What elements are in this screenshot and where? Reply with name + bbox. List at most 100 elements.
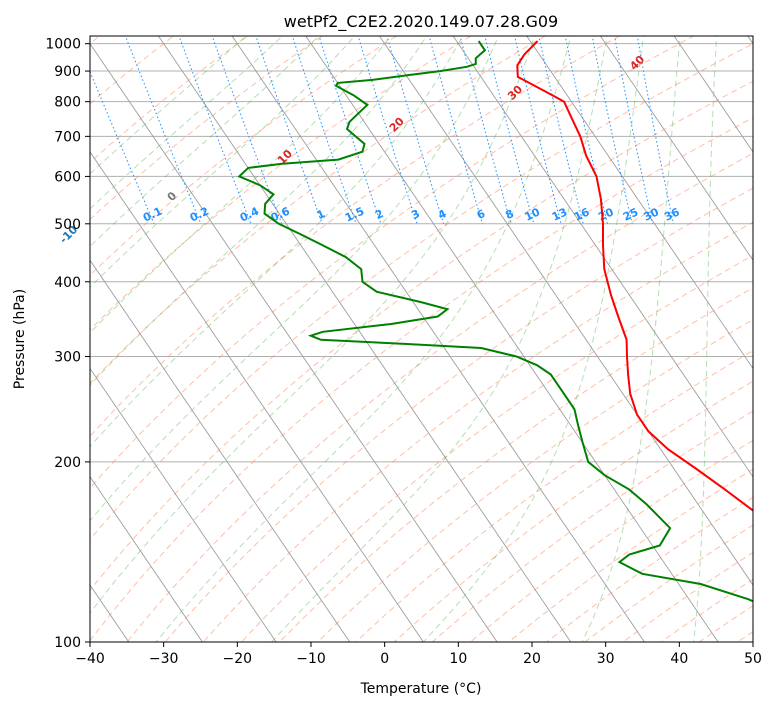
dry-adiabat-line [90,36,547,385]
dry-adiabat-line [90,36,695,489]
mixing-ratio-label: 25 [621,205,640,223]
moist-adiabat-line [581,36,681,642]
pressure-gridlines [90,43,753,642]
isotherm-line [452,36,753,478]
mixing-ratio-line [484,36,535,224]
isotherm-line [305,36,719,642]
mixing-ratio-label: 36 [662,205,682,223]
mixing-ratio-line [591,36,633,224]
moist-adiabat-line [90,36,247,175]
dry-adiabat-line [90,43,753,541]
skewed-isotherms [90,36,753,642]
dry-adiabat-line [660,578,753,642]
mixing-ratio-line [357,36,418,224]
mixing-ratio-line [291,36,357,224]
plot-frame [89,35,754,643]
chart-title: wetPf2_C2E2.2020.149.07.28.G09 [284,12,558,32]
mixing-ratio-line [211,36,283,224]
mixing-ratio-line [459,36,512,224]
dry-adiabat-line [584,524,753,642]
x-tick-label: −10 [296,651,326,667]
dewpoint-profile [237,40,753,603]
moist-adiabat-line [90,36,356,288]
isotherm-line [90,367,277,642]
mixing-ratio-label: 4 [436,207,449,222]
dry-adiabat-line [545,496,753,642]
mixing-ratio-line [538,36,584,224]
mixing-ratio-line [428,36,483,224]
mixing-ratio-label: 1 [315,207,327,222]
mixing-ratio-label: 20 [596,205,616,223]
x-tick-label: −20 [223,651,253,667]
dry-adiabat-line [622,551,753,642]
moist-adiabat-line [90,36,464,448]
isotherm-line [231,36,645,642]
x-axis-ticks: −40 −30 −20 −10 0 10 20 30 40 50 [75,642,762,667]
mixing-ratio-line [636,36,674,224]
y-tick-label: 300 [54,350,81,366]
moist-adiabat-line [90,36,284,210]
x-tick-label: 50 [744,651,762,667]
mixing-ratio-label: 16 [572,205,592,223]
y-axis-label: Pressure (hPa) [12,289,28,389]
isotherm-line [379,36,753,586]
moist-adiabat-line [90,36,536,614]
y-tick-label: 800 [54,95,81,111]
x-tick-label: −30 [149,651,179,667]
dry-adiabat-line [90,36,398,276]
dry-adiabats [90,36,753,642]
dry-adiabat-line [90,36,249,163]
dry-adiabat-line [202,221,753,642]
moist-adiabat-line [90,36,392,334]
mixing-ratio-label: 3 [409,207,421,222]
mixing-ratio-label: 8 [503,207,515,222]
dry-adiabat-line [736,630,753,642]
x-axis-label: Temperature (°C) [360,681,482,697]
temperature-profile [516,40,753,512]
mixing-ratio-label: 0.6 [269,204,292,224]
mixing-ratio-line [90,70,155,224]
dry-adiabat-line [393,380,753,642]
x-tick-label: 10 [449,651,467,667]
mixing-ratio-line [386,36,445,224]
isotherm-line [673,36,753,153]
dry-adiabat-line [90,36,472,331]
x-tick-label: 20 [523,651,541,667]
y-tick-label: 700 [54,129,81,145]
moist-adiabat-line [90,36,428,386]
dry-adiabat-label: 20 [387,115,407,135]
dry-adiabat-line [698,605,753,642]
x-tick-label: 40 [670,651,688,667]
y-axis-ticks: 100 200 300 400 500 600 700 800 900 1000 [45,37,90,651]
y-tick-label: 400 [54,275,81,291]
moist-adiabat-line [90,36,500,522]
mixing-ratio-label: 6 [475,207,488,222]
isotherm-line [90,151,424,642]
moist-adiabat-line [90,36,320,248]
mixing-ratio-label: 0.1 [141,205,164,225]
dry-adiabat-line [355,350,753,642]
y-tick-label: 100 [54,635,81,651]
y-tick-label: 900 [54,64,81,80]
mixing-ratio-label: 2 [373,207,385,222]
mixing-ratio-line [178,36,252,224]
dry-adiabat-line [507,468,753,642]
isotherm-line [90,259,351,642]
dry-adiabat-line [164,187,753,642]
dry-adiabat-line [240,254,753,642]
isotherm-line [90,42,498,642]
moist-adiabat-line [422,36,645,642]
sounding-profiles [237,40,753,603]
dry-adiabat-line [126,152,753,642]
y-tick-label: 500 [54,217,81,233]
y-tick-label: 200 [54,455,81,471]
mixing-ratio-line [255,36,323,224]
dry-adiabat-label: 30 [505,83,525,103]
mixing-ratio-label: 0.4 [238,204,261,224]
mixing-ratio-line [514,36,562,224]
x-tick-label: 30 [597,651,615,667]
x-tick-label: −40 [75,651,105,667]
mixing-ratio-line [318,36,382,224]
isotherm-line [90,475,203,642]
moist-adiabat-line [693,36,718,642]
